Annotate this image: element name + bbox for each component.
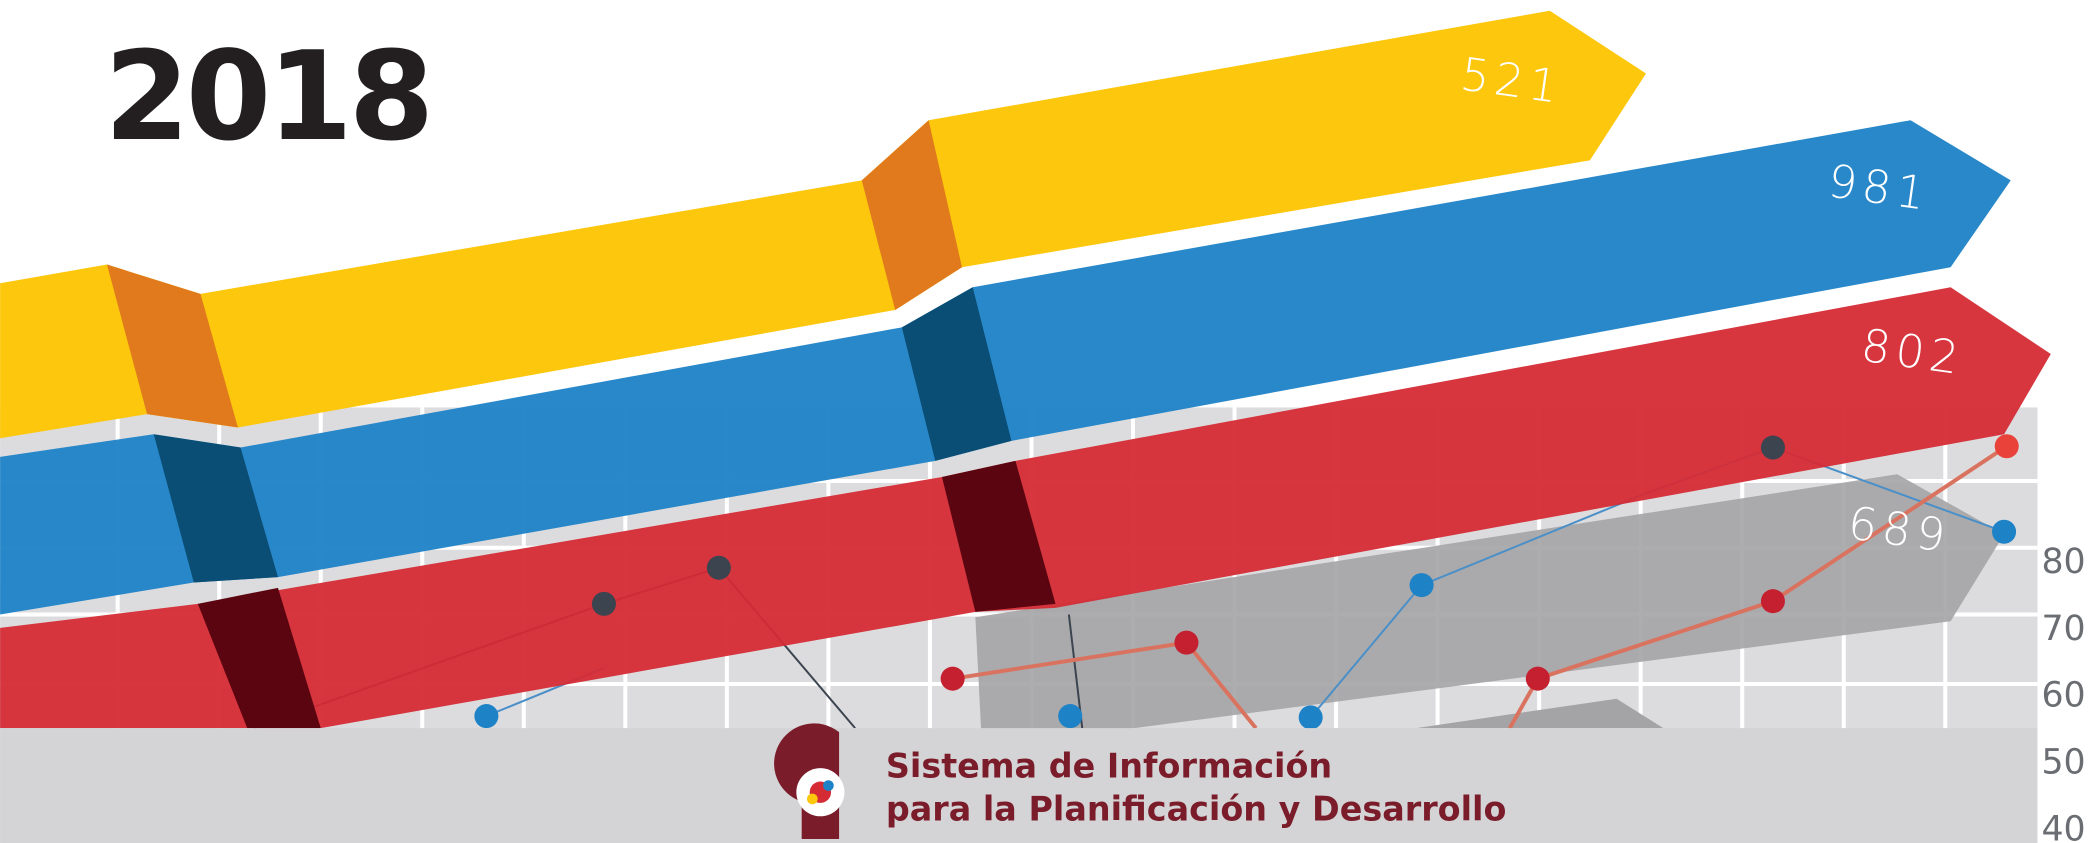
axis-label: 50 [2041,743,2085,783]
axis-label: 40 [2041,809,2085,843]
logo-text: para la Planificación y Desarrollo [886,789,1507,828]
axis-label: 80 [2041,542,2085,582]
page: {"title": "2018", "ribbons": {"yellow": … [0,0,2095,843]
title: 2018 [104,25,430,168]
banner: 521 981 802 689 2018 80 70 60 50 40 Sist… [0,0,2095,843]
axis-label: 60 [2041,676,2085,716]
axis-label: 70 [2041,609,2085,649]
logo-text: Sistema de Información [886,747,1332,786]
